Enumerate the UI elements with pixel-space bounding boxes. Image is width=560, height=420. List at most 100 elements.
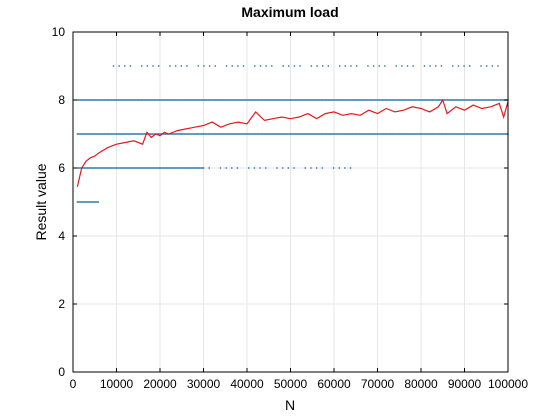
scatter-point — [219, 167, 222, 169]
scatter-point — [368, 133, 371, 135]
scatter-point — [220, 99, 222, 101]
scatter-point — [110, 167, 112, 169]
scatter-point — [293, 133, 295, 135]
scatter-point — [97, 99, 99, 101]
scatter-point — [204, 133, 206, 135]
scatter-point — [303, 133, 306, 135]
scatter-point — [298, 99, 300, 101]
scatter-point — [115, 99, 118, 101]
scatter-point — [301, 99, 303, 101]
scatter-point — [171, 99, 174, 101]
scatter-point — [457, 65, 460, 67]
scatter-point — [276, 133, 278, 135]
scatter-point — [443, 99, 445, 101]
scatter-point — [182, 167, 184, 169]
scatter-point — [77, 133, 80, 135]
scatter-point — [118, 99, 120, 101]
scatter-point — [341, 133, 343, 135]
scatter-point — [418, 133, 420, 135]
scatter-point — [114, 99, 116, 101]
scatter-point — [83, 167, 85, 169]
scatter-point — [226, 133, 229, 135]
scatter-point — [281, 99, 283, 101]
scatter-point — [468, 99, 470, 101]
scatter-point — [140, 167, 142, 169]
scatter-point — [242, 99, 244, 101]
scatter-point — [146, 65, 149, 67]
scatter-point — [93, 167, 96, 169]
scatter-point — [409, 133, 411, 135]
scatter-point — [290, 133, 293, 135]
scatter-point — [130, 167, 132, 169]
scatter-point — [80, 133, 82, 135]
scatter-point — [84, 99, 86, 101]
scatter-point — [395, 99, 397, 101]
scatter-point — [158, 167, 161, 169]
scatter-point — [362, 133, 364, 135]
scatter-point — [269, 133, 272, 135]
scatter-point — [478, 99, 480, 101]
scatter-point — [344, 133, 346, 135]
scatter-point — [96, 133, 98, 135]
scatter-point — [305, 99, 307, 101]
scatter-point — [487, 133, 490, 135]
scatter-point — [396, 99, 398, 101]
scatter-point — [461, 133, 464, 135]
scatter-point — [94, 99, 97, 101]
scatter-point — [265, 167, 267, 169]
scatter-point — [393, 99, 396, 101]
scatter-point — [286, 99, 289, 101]
scatter-point — [344, 99, 346, 101]
scatter-point — [269, 99, 272, 101]
scatter-point — [174, 99, 176, 101]
scatter-point — [169, 65, 171, 67]
scatter-point — [323, 133, 325, 135]
scatter-point — [371, 99, 373, 101]
scatter-point — [434, 99, 436, 101]
scatter-point — [96, 99, 98, 101]
scatter-point — [126, 99, 128, 101]
scatter-point — [128, 133, 131, 135]
scatter-point — [328, 133, 330, 135]
scatter-point — [307, 133, 310, 135]
scatter-point — [349, 99, 351, 101]
scatter-point — [316, 133, 319, 135]
scatter-point — [225, 99, 227, 101]
scatter-point — [290, 99, 293, 101]
scatter-point — [426, 99, 428, 101]
scatter-point — [320, 133, 323, 135]
scatter-point — [258, 99, 260, 101]
scatter-point — [500, 133, 503, 135]
scatter-point — [122, 167, 124, 169]
scatter-point — [109, 133, 111, 135]
scatter-point — [444, 99, 447, 101]
scatter-point — [154, 99, 157, 101]
scatter-point — [233, 133, 235, 135]
scatter-point — [370, 133, 372, 135]
scatter-point — [139, 99, 141, 101]
scatter-point — [396, 133, 398, 135]
scatter-point — [181, 99, 183, 101]
scatter-point — [504, 133, 507, 135]
scatter-point — [209, 99, 212, 101]
scatter-point — [84, 167, 86, 169]
scatter-point — [213, 99, 216, 101]
scatter-point — [183, 167, 186, 169]
scatter-point — [203, 99, 205, 101]
scatter-point — [440, 133, 443, 135]
scatter-point — [398, 133, 401, 135]
scatter-point — [207, 99, 209, 101]
scatter-point — [308, 133, 311, 135]
scatter-point — [412, 99, 414, 101]
scatter-point — [247, 133, 250, 135]
scatter-point — [135, 167, 137, 169]
scatter-point — [397, 133, 400, 135]
scatter-point — [453, 133, 456, 135]
scatter-point — [186, 99, 188, 101]
scatter-point — [406, 133, 409, 135]
scatter-point — [152, 167, 154, 169]
scatter-point — [255, 99, 257, 101]
scatter-point — [79, 99, 81, 101]
scatter-point — [412, 65, 414, 67]
scatter-point — [345, 99, 347, 101]
